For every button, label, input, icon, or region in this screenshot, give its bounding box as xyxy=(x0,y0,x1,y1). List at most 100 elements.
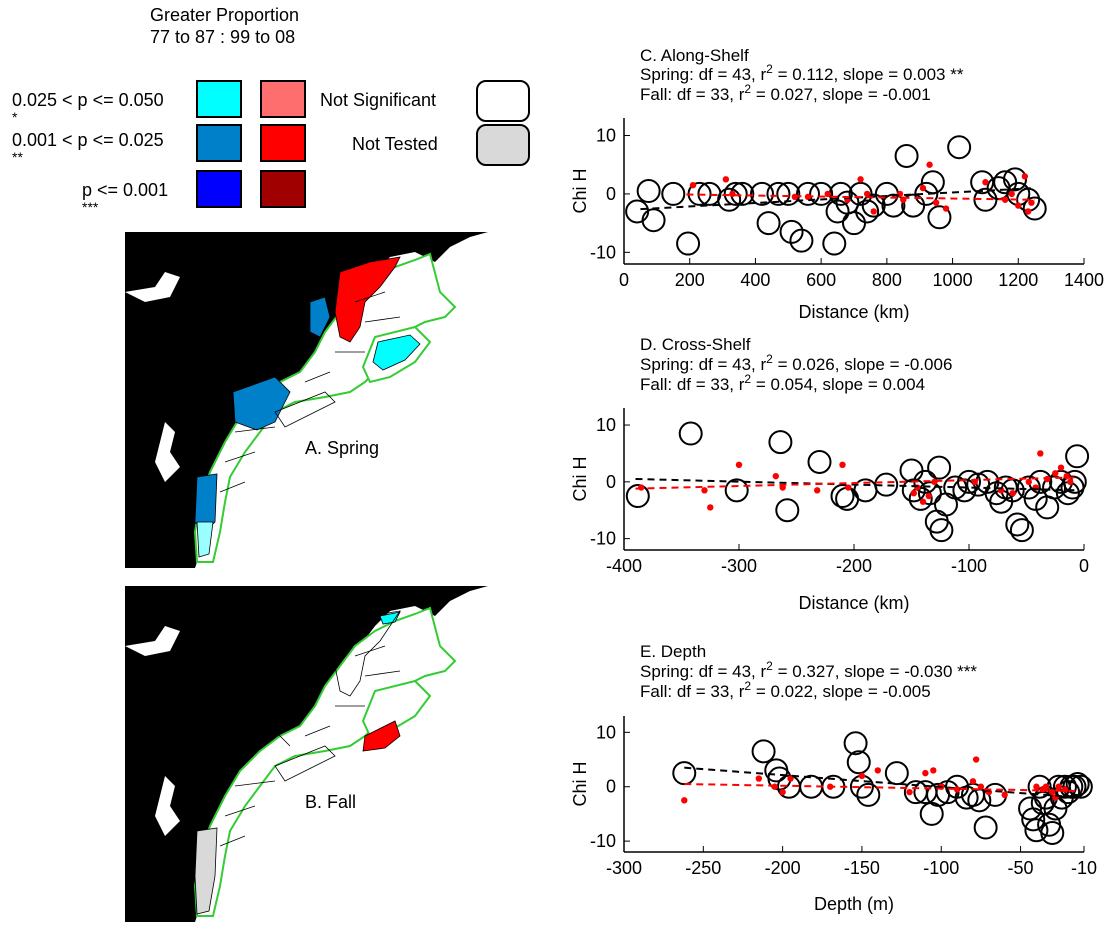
cross-shelf-fall-fit-line xyxy=(635,476,1079,490)
depth-spring-point xyxy=(1024,818,1049,843)
along-shelf-xtick-label: 0 xyxy=(619,270,629,290)
along-shelf-fall-point xyxy=(919,184,927,192)
along-shelf-spring-point xyxy=(881,193,906,218)
cross-shelf-ytick-label: 0 xyxy=(606,472,616,492)
cross-shelf-ytick-label: -10 xyxy=(590,529,616,549)
cross-shelf-spring-point xyxy=(927,455,952,480)
cross-shelf-fall-point xyxy=(1009,490,1016,497)
along-shelf-fall-point xyxy=(1008,190,1015,198)
depth-fall-point xyxy=(1061,786,1069,793)
depth-xtick-label: -10 xyxy=(1071,858,1097,878)
cross-shelf-fall-point xyxy=(910,490,917,497)
along-shelf-fall-point xyxy=(982,179,989,186)
depth-xtick-label: -100 xyxy=(923,858,959,878)
depth-spring-point xyxy=(884,761,909,786)
legend-not-tested-label: Not Tested xyxy=(352,134,438,154)
cross-shelf-spring-point xyxy=(917,481,942,506)
cross-shelf-spring-point xyxy=(775,498,800,523)
cross-shelf-spring-point xyxy=(1009,518,1034,543)
legend-title-line2: 77 to 87 : 99 to 08 xyxy=(150,27,296,47)
along-shelf-xtick-label: 1000 xyxy=(933,270,973,290)
along-shelf-spring-point xyxy=(842,211,866,236)
along-shelf-spring-point xyxy=(717,187,742,212)
map-spring xyxy=(125,232,488,568)
along-shelf-ytick-label: 0 xyxy=(606,184,616,204)
along-shelf-fall-point xyxy=(932,199,940,206)
depth-spring-point xyxy=(1040,820,1065,845)
along-shelf-fall-point xyxy=(942,205,950,212)
depth-fall-point xyxy=(1001,791,1008,799)
cross-shelf-fall-point xyxy=(1067,478,1074,486)
depth-spring-point xyxy=(1052,774,1077,799)
along-shelf-spring-fit-line xyxy=(640,187,1035,211)
map-fall xyxy=(125,586,488,922)
cross-shelf-fall-point xyxy=(1052,470,1059,477)
depth-fall-point xyxy=(858,772,866,780)
legend-title-line1: Greater Proportion xyxy=(150,5,300,25)
along-shelf-stats-fall: Fall: df = 33, r2 = 0.027, slope = -0.00… xyxy=(640,82,931,104)
along-shelf-spring-point xyxy=(947,135,972,160)
along-shelf-fall-point xyxy=(857,176,864,183)
along-shelf-spring-point xyxy=(766,181,791,206)
cross-shelf-fall-point xyxy=(919,498,927,505)
along-shelf-ytick-label: -10 xyxy=(590,242,616,262)
along-shelf-spring-point xyxy=(756,211,781,236)
cross-shelf-ylabel: Chi H xyxy=(570,456,590,501)
depth-fall-point xyxy=(779,788,786,796)
depth-spring-point xyxy=(672,761,697,786)
depth-stats-spring: Spring: df = 43, r2 = 0.327, slope = -0.… xyxy=(640,659,977,681)
cross-shelf-fall-point xyxy=(814,487,821,494)
map-fall-svg xyxy=(125,586,488,922)
along-shelf-spring-point xyxy=(796,181,820,206)
cross-shelf-spring-point xyxy=(924,509,949,534)
legend-row2-label: 0.001 < p <= 0.025 xyxy=(12,130,164,150)
depth-fall-point xyxy=(1042,783,1050,790)
depth-spring-point xyxy=(973,815,998,840)
along-shelf-fall-point xyxy=(722,176,730,183)
depth-fall-point xyxy=(906,788,913,796)
depth-spring-point xyxy=(1056,780,1081,805)
along-shelf-spring-point xyxy=(914,181,939,206)
cross-shelf-fall-point xyxy=(1025,478,1033,486)
along-shelf-xtick-label: 1200 xyxy=(998,270,1038,290)
cross-shelf-spring-point xyxy=(678,421,703,446)
along-shelf-stats-spring: Spring: df = 43, r2 = 0.112, slope = 0.0… xyxy=(640,62,964,84)
depth-fall-point xyxy=(969,778,977,785)
legend-title: Greater Proportion 77 to 87 : 99 to 08 xyxy=(150,4,299,48)
along-shelf-fall-point xyxy=(729,190,736,198)
depth-fall-point xyxy=(930,767,937,774)
depth-fall-point xyxy=(972,756,980,763)
along-shelf-ylabel: Chi H xyxy=(570,168,590,213)
legend-swatch-red xyxy=(260,124,306,162)
depth-spring-fit-line xyxy=(684,766,1081,799)
along-shelf-fall-point xyxy=(870,208,877,215)
depth-xtick-label: -50 xyxy=(1008,858,1034,878)
along-shelf-fall-point xyxy=(689,181,697,189)
legend-swatch-pink xyxy=(260,80,306,118)
cross-shelf-xtick-label: -200 xyxy=(836,556,872,576)
map-spring-label: A. Spring xyxy=(305,438,380,458)
cross-shelf-spring-point xyxy=(625,484,650,509)
cross-shelf-stats-spring: Spring: df = 43, r2 = 0.026, slope = -0.… xyxy=(640,352,952,374)
cross-shelf-spring-point xyxy=(1062,469,1087,494)
depth-spring-point xyxy=(843,731,868,756)
cross-shelf-spring-point xyxy=(957,469,981,494)
cross-shelf-xlabel: Distance (km) xyxy=(798,593,909,613)
map-spring-svg xyxy=(125,232,488,568)
along-shelf-spring-point xyxy=(625,199,650,224)
along-shelf-spring-point xyxy=(855,199,880,224)
legend-swatch-not-significant xyxy=(476,80,530,122)
along-shelf-spring-point xyxy=(779,219,804,244)
cross-shelf-spring-point xyxy=(1005,512,1030,537)
depth-fall-point xyxy=(1033,783,1040,790)
along-shelf-xlabel: Distance (km) xyxy=(798,302,909,322)
cross-shelf-fall-point xyxy=(735,461,743,468)
legend-row3-label: p <= 0.001 xyxy=(82,180,169,200)
cross-shelf-spring-point xyxy=(934,492,958,517)
depth-spring-point xyxy=(751,739,776,764)
cross-shelf-fall-point xyxy=(701,487,708,494)
along-shelf-fall-point xyxy=(1015,202,1022,209)
along-shelf-spring-point xyxy=(661,181,686,206)
depth-xlabel: Depth (m) xyxy=(814,894,894,914)
